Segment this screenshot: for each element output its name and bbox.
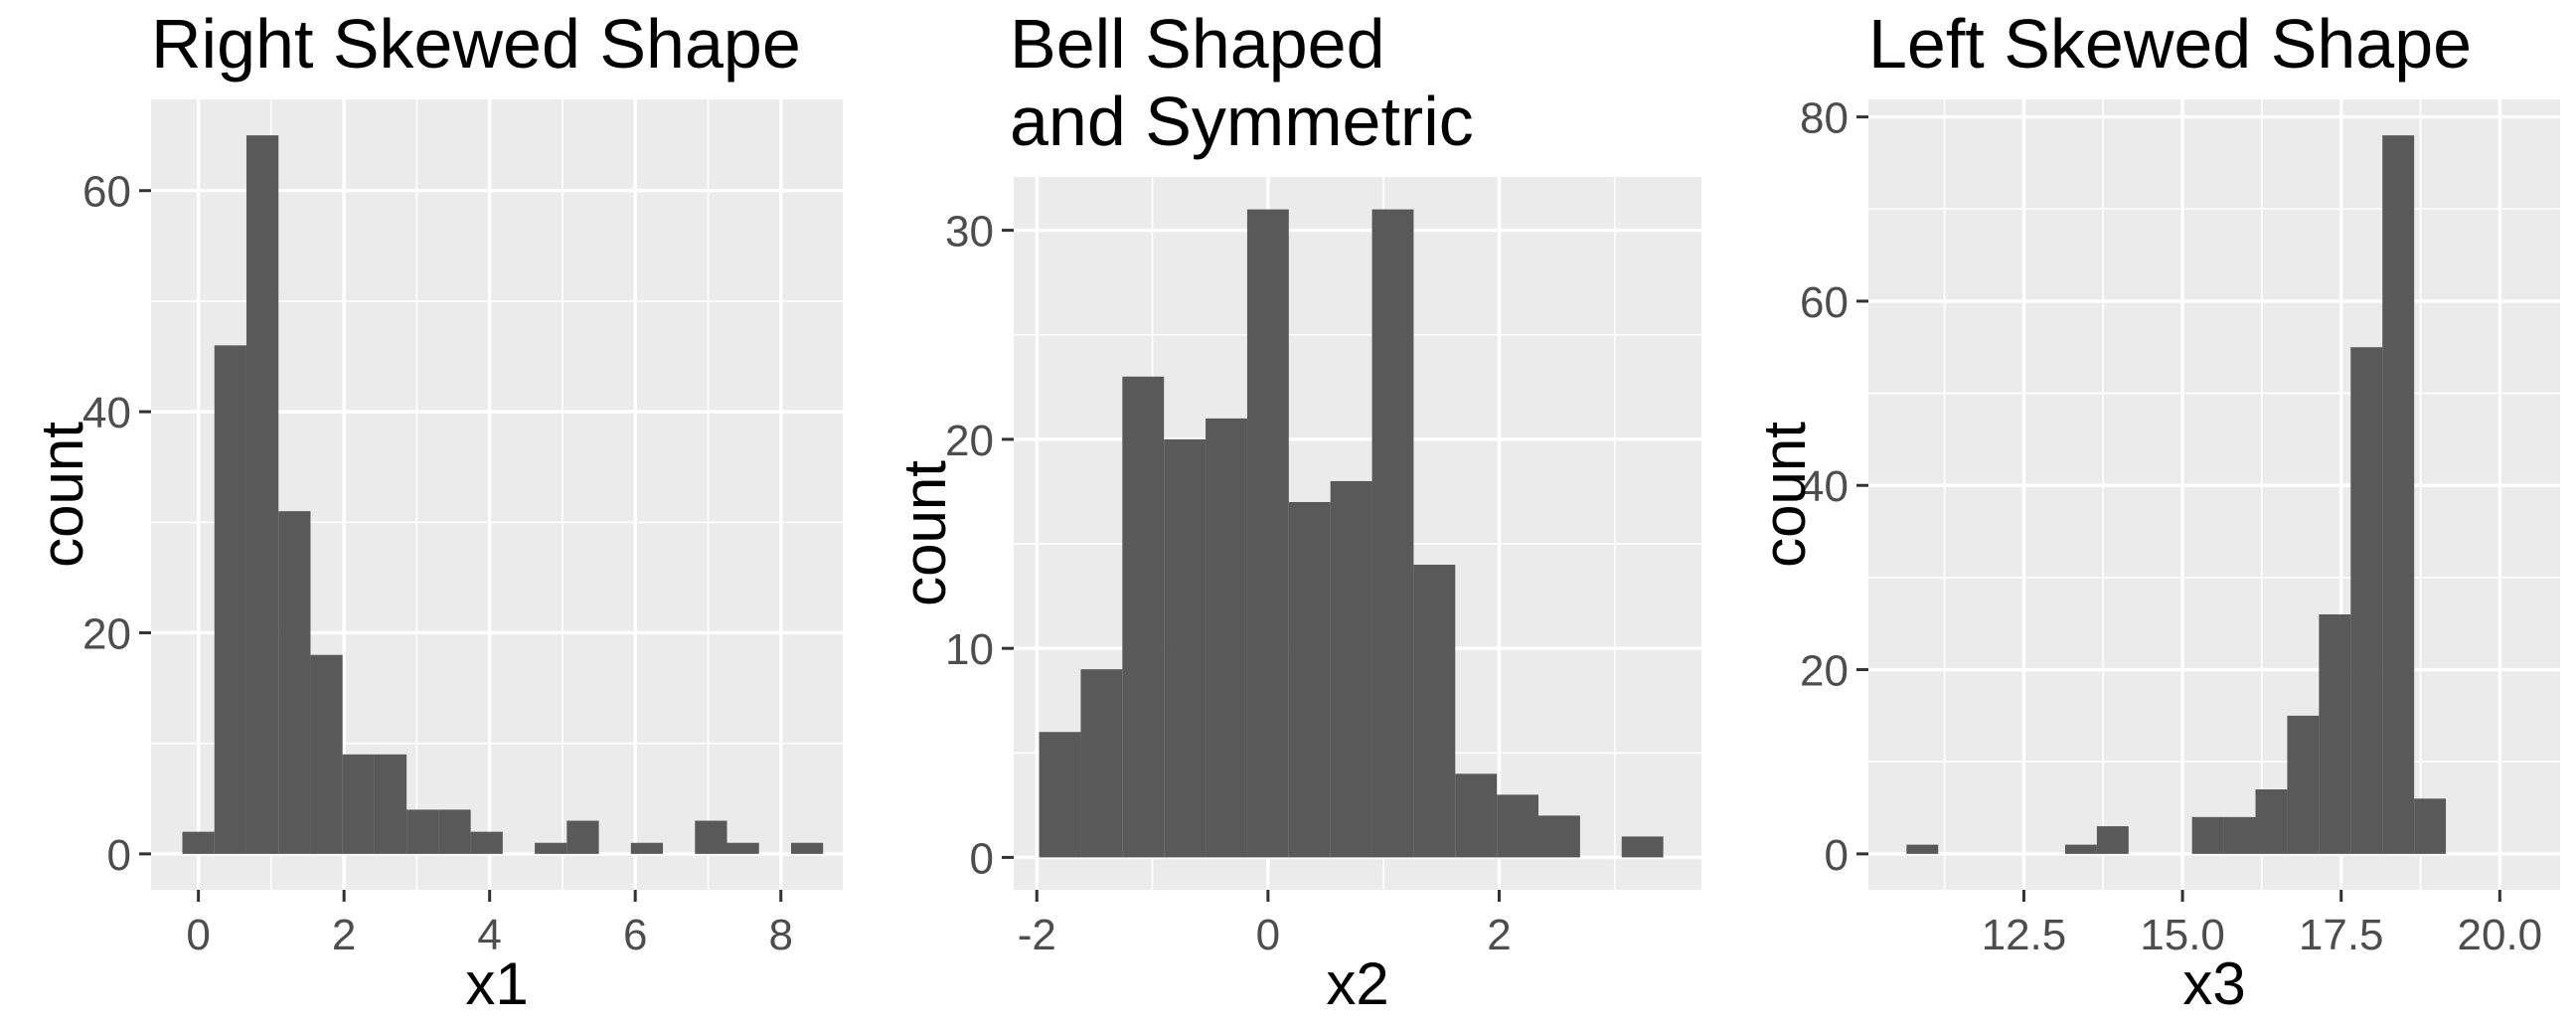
histogram-bar xyxy=(310,654,343,854)
y-axis-title: count xyxy=(29,422,95,568)
histogram-bar xyxy=(1288,501,1331,858)
histogram-bar xyxy=(2191,816,2224,854)
x-tick-label: 0 xyxy=(186,911,210,959)
x-tick-label: -2 xyxy=(1018,911,1056,959)
x-tick-label: 20.0 xyxy=(2458,911,2543,959)
histogram-bar xyxy=(1371,209,1414,858)
histogram-bar xyxy=(1621,836,1664,858)
y-axis-title: count xyxy=(891,460,958,606)
y-tick-label: 40 xyxy=(82,389,131,437)
histogram-bar xyxy=(2319,613,2351,854)
histogram-bar xyxy=(374,754,407,854)
x-axis-title: x2 xyxy=(1326,950,1388,1017)
y-tick-label: 20 xyxy=(82,609,131,658)
histogram-bar xyxy=(1080,669,1123,858)
histogram-bar xyxy=(1122,376,1165,858)
histogram-bar xyxy=(470,831,503,854)
y-tick-label: 20 xyxy=(945,417,994,465)
chart-panel-1: 0 2 4 6 8 0 20 40 60 Right Skewed Shape x1 count xyxy=(29,5,843,1017)
histogram-bar xyxy=(245,135,279,854)
histogram-bar xyxy=(1455,773,1498,858)
histogram-bar xyxy=(2414,798,2447,854)
x-tick-label: 0 xyxy=(1256,911,1280,959)
x-axis-title: x3 xyxy=(2182,950,2245,1017)
y-tick-label: 0 xyxy=(970,834,994,883)
histogram-bar xyxy=(695,820,727,854)
histogram-bar xyxy=(2255,789,2288,854)
chart-title: Bell Shaped xyxy=(1010,5,1385,83)
x-axis-title: x1 xyxy=(465,950,528,1017)
histogram-bar xyxy=(726,842,759,854)
histogram-bar xyxy=(182,831,215,854)
x-tick-label: 2 xyxy=(1487,911,1511,959)
y-tick-label: 60 xyxy=(1800,278,1849,327)
histogram-bar xyxy=(1497,794,1539,858)
y-tick-label: 0 xyxy=(1825,831,1849,880)
x-tick-label: 17.5 xyxy=(2299,911,2384,959)
histogram-bar xyxy=(535,842,567,854)
histogram-bar xyxy=(406,809,439,854)
x-tick-label: 6 xyxy=(623,911,647,959)
histogram-bar xyxy=(1413,565,1456,858)
chart-panel-3: 12.5 15.0 17.5 20.0 0 20 40 60 80 Left Skewed Sha… xyxy=(1751,5,2560,1017)
histogram-bar xyxy=(2350,347,2383,854)
histogram-bar xyxy=(2382,135,2415,854)
histogram-bar xyxy=(566,820,599,854)
histogram-bar xyxy=(1164,438,1207,858)
x-tick-label: 4 xyxy=(477,911,501,959)
histogram-bar xyxy=(2223,816,2256,854)
histogram-bar xyxy=(1246,209,1289,858)
histogram-bar xyxy=(1330,480,1372,858)
chart-title: and Symmetric xyxy=(1010,83,1474,160)
y-axis-title: count xyxy=(1751,422,1818,568)
histogram-bar xyxy=(1039,732,1081,858)
y-tick-label: 0 xyxy=(107,831,131,880)
histogram-bar xyxy=(214,345,246,854)
chart-title: Right Skewed Shape xyxy=(151,5,801,83)
histogram-bar xyxy=(630,842,664,854)
histogram-bar xyxy=(342,754,375,854)
y-tick-label: 60 xyxy=(82,168,131,217)
histogram-bar xyxy=(438,809,471,854)
histogram-bar xyxy=(2064,844,2097,854)
histogram-bar xyxy=(2096,826,2129,854)
histogram-bar xyxy=(790,842,824,854)
x-tick-label: 15.0 xyxy=(2140,911,2225,959)
chart-title: Left Skewed Shape xyxy=(1868,5,2472,83)
x-tick-label: 12.5 xyxy=(1982,911,2067,959)
x-tick-label: 8 xyxy=(768,911,792,959)
histogram-bar xyxy=(1906,844,1939,854)
y-tick-label: 10 xyxy=(945,625,994,674)
y-tick-label: 30 xyxy=(945,208,994,257)
plot-background xyxy=(1868,99,2560,890)
histogram-bar xyxy=(278,511,311,854)
y-tick-label: 40 xyxy=(1800,462,1849,511)
histogram-bar xyxy=(1206,418,1247,858)
histogram-bar xyxy=(1538,815,1580,858)
x-tick-label: 2 xyxy=(332,911,356,959)
y-tick-label: 80 xyxy=(1800,94,1849,143)
y-tick-label: 20 xyxy=(1800,647,1849,696)
histogram-bar xyxy=(2287,715,2320,854)
